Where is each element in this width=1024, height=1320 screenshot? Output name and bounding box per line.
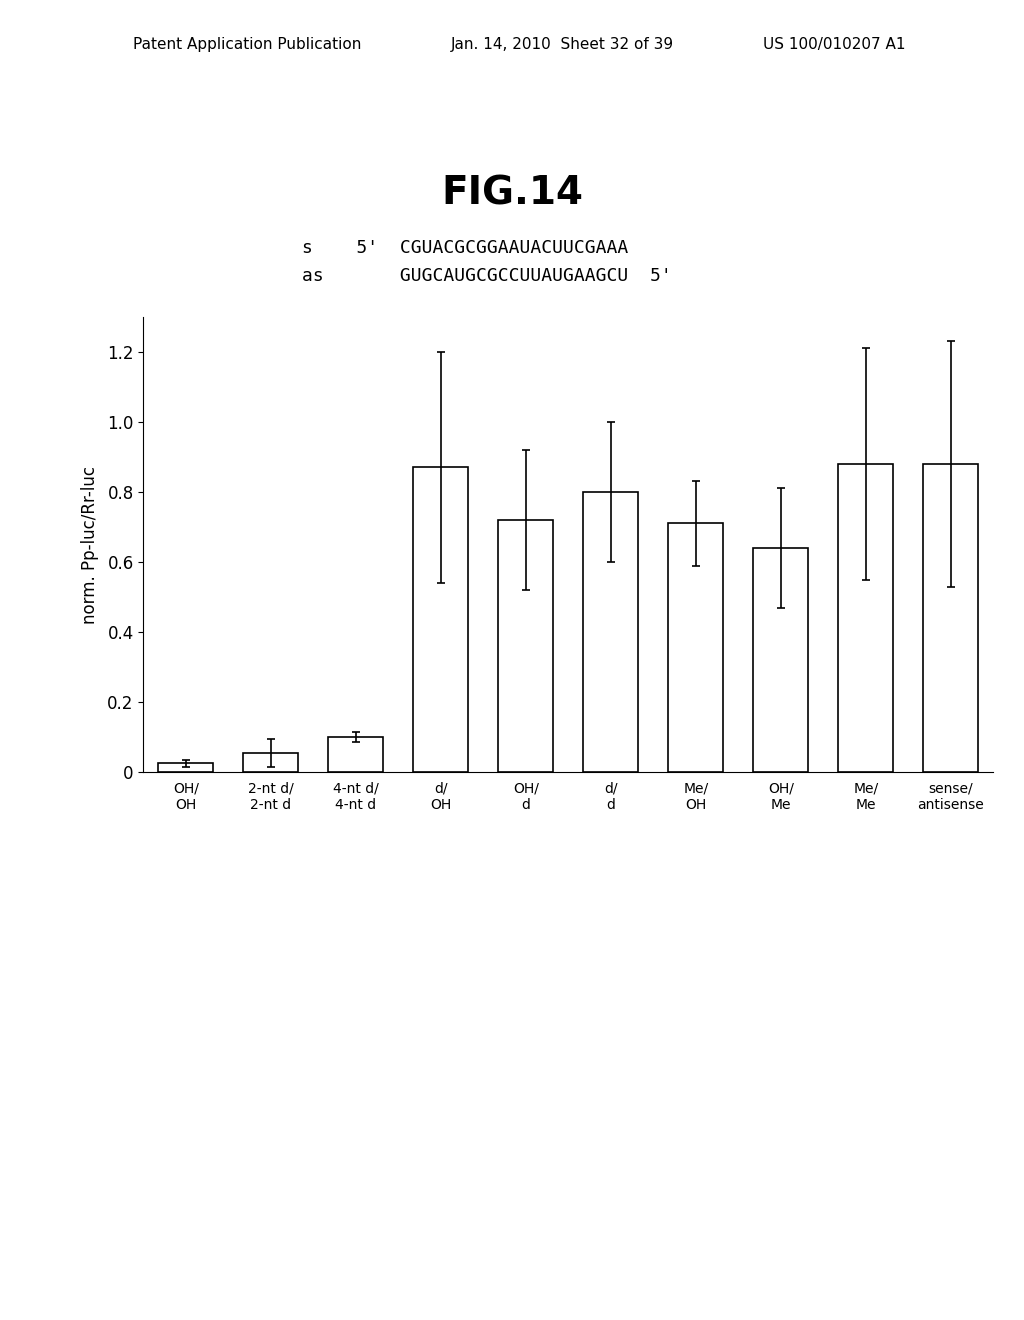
- Bar: [329, 737, 383, 772]
- Text: Jan. 14, 2010  Sheet 32 of 39: Jan. 14, 2010 Sheet 32 of 39: [451, 37, 674, 51]
- Bar: [499, 520, 553, 772]
- Bar: [754, 548, 808, 772]
- Text: US 100/010207 A1: US 100/010207 A1: [763, 37, 905, 51]
- Text: as       GUGCAUGCGCCUUAUGAAGCU  5': as GUGCAUGCGCCUUAUGAAGCU 5': [302, 267, 672, 285]
- Text: FIG.14: FIG.14: [441, 174, 583, 213]
- Text: Patent Application Publication: Patent Application Publication: [133, 37, 361, 51]
- Bar: [584, 492, 638, 772]
- Bar: [669, 524, 723, 772]
- Bar: [159, 763, 213, 772]
- Text: s    5'  CGUACGCGGAAUACUUCGAAA: s 5' CGUACGCGGAAUACUUCGAAA: [302, 239, 629, 257]
- Bar: [414, 467, 468, 772]
- Bar: [839, 463, 893, 772]
- Bar: [244, 752, 298, 772]
- Bar: [924, 463, 978, 772]
- Y-axis label: norm. Pp-luc/Rr-luc: norm. Pp-luc/Rr-luc: [81, 466, 98, 623]
